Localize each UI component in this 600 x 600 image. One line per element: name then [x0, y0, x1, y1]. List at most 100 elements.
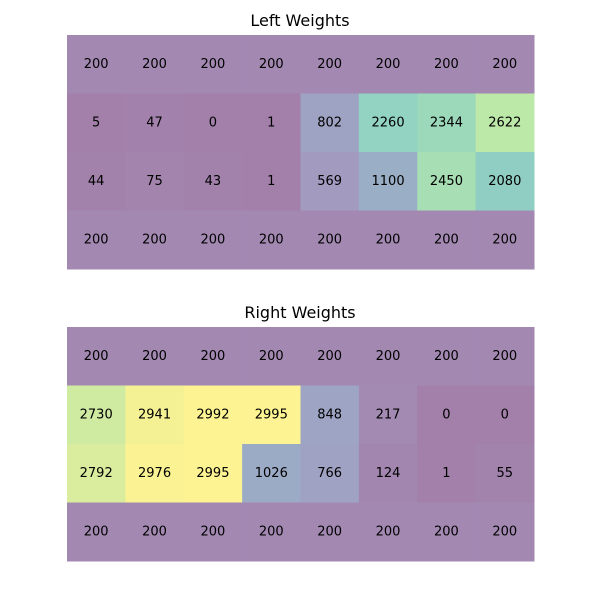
- heatmap-cell: [417, 327, 477, 386]
- heatmap-cell: [417, 93, 477, 153]
- heatmap-cell: [242, 93, 302, 153]
- heatmap-cell: [242, 502, 302, 562]
- cell-value-label: 43: [205, 174, 222, 189]
- heatmap-cell: [125, 385, 185, 445]
- cell-value-label: 848: [317, 407, 342, 422]
- cell-value-label: 200: [492, 232, 517, 247]
- cell-value-label: 200: [84, 524, 109, 539]
- heatmap-cell: [67, 444, 126, 503]
- cell-value-label: 200: [492, 349, 517, 364]
- cell-value-label: 1100: [372, 174, 405, 189]
- heatmap-cell: [358, 327, 418, 386]
- heatmap-cell: [125, 444, 185, 503]
- cell-value-label: 200: [201, 524, 226, 539]
- cell-value-label: 2992: [196, 407, 229, 422]
- cell-value-label: 200: [201, 57, 226, 72]
- cell-value-label: 2622: [488, 115, 521, 130]
- heatmap-cell: [183, 385, 243, 445]
- heatmap-cell: [242, 35, 302, 94]
- heatmap-cell: [475, 327, 535, 386]
- cell-value-label: 200: [84, 232, 109, 247]
- cell-value-label: 55: [497, 466, 514, 481]
- heatmap-cell: [475, 444, 535, 503]
- left-weights-title: Left Weights: [250, 11, 350, 30]
- heatmap-cell: [475, 93, 535, 153]
- cell-value-label: 0: [442, 407, 450, 422]
- cell-value-label: 200: [376, 57, 401, 72]
- heatmap-cell: [183, 93, 243, 153]
- cell-value-label: 200: [317, 57, 342, 72]
- heatmap-cell: [300, 385, 360, 445]
- heatmap-cell: [358, 93, 418, 153]
- heatmap-cell: [475, 502, 535, 562]
- heatmap-cell: [183, 327, 243, 386]
- cell-value-label: 2260: [372, 115, 405, 130]
- heatmap-cell: [475, 35, 535, 94]
- heatmap-cell: [417, 35, 477, 94]
- cell-value-label: 124: [376, 466, 401, 481]
- cell-value-label: 200: [259, 232, 284, 247]
- heatmap-cell: [242, 210, 302, 270]
- cell-value-label: 200: [84, 349, 109, 364]
- heatmap-cell: [125, 210, 185, 270]
- heatmap-cell: [300, 502, 360, 562]
- cell-value-label: 200: [492, 524, 517, 539]
- cell-value-label: 0: [501, 407, 509, 422]
- heatmap-cell: [300, 35, 360, 94]
- heatmap-cell: [183, 210, 243, 270]
- cell-value-label: 200: [434, 57, 459, 72]
- cell-value-label: 200: [201, 232, 226, 247]
- cell-value-label: 802: [317, 115, 342, 130]
- heatmap-cell: [125, 35, 185, 94]
- heatmap-cell: [67, 35, 126, 94]
- heatmap-cell: [475, 152, 535, 211]
- cell-value-label: 2730: [80, 407, 113, 422]
- right-weights-heatmap: 200 200 200 200 200 200 200 200 2730 2941 2992 2995…: [67, 327, 535, 562]
- cell-value-label: 569: [317, 174, 342, 189]
- heatmap-cell: [125, 502, 185, 562]
- heatmap-cell: [417, 210, 477, 270]
- heatmap-cell: [67, 93, 126, 153]
- cell-value-label: 5: [92, 115, 100, 130]
- heatmap-cell: [417, 385, 477, 445]
- cell-value-label: 1: [442, 466, 450, 481]
- cell-value-label: 0: [209, 115, 217, 130]
- cell-value-label: 47: [146, 115, 163, 130]
- heatmap-cell: [125, 327, 185, 386]
- cell-value-label: 2976: [138, 466, 171, 481]
- heatmap-cell: [358, 152, 418, 211]
- cell-value-label: 2080: [488, 174, 521, 189]
- heatmap-cell: [242, 444, 302, 503]
- heatmap-cell: [300, 210, 360, 270]
- cell-value-label: 200: [142, 57, 167, 72]
- heatmap-cell: [67, 385, 126, 445]
- cell-value-label: 200: [376, 349, 401, 364]
- heatmap-cell: [67, 210, 126, 270]
- heatmap-cell: [242, 385, 302, 445]
- heatmap-cell: [242, 327, 302, 386]
- cell-value-label: 2941: [138, 407, 171, 422]
- cell-value-label: 200: [434, 524, 459, 539]
- cell-value-label: 1: [267, 174, 275, 189]
- cell-value-label: 2792: [80, 466, 113, 481]
- heatmap-cell: [183, 152, 243, 211]
- heatmap-cell: [183, 502, 243, 562]
- cell-value-label: 44: [88, 174, 105, 189]
- left-weights-heatmap: 200 200 200 200 200 200 200 200 5 47 0 1 802 2260 2344…: [67, 35, 535, 270]
- cell-value-label: 766: [317, 466, 342, 481]
- heatmap-cell: [183, 444, 243, 503]
- cell-value-label: 200: [376, 232, 401, 247]
- cell-value-label: 200: [492, 57, 517, 72]
- heatmap-cell: [358, 385, 418, 445]
- cell-value-label: 75: [146, 174, 163, 189]
- cell-value-label: 200: [434, 349, 459, 364]
- heatmap-cell: [358, 444, 418, 503]
- heatmap-cell: [358, 502, 418, 562]
- heatmap-cell: [417, 152, 477, 211]
- heatmap-cell: [358, 210, 418, 270]
- heatmap-cell: [125, 152, 185, 211]
- heatmap-cell: [67, 152, 126, 211]
- cell-value-label: 200: [201, 349, 226, 364]
- cell-value-label: 217: [376, 407, 401, 422]
